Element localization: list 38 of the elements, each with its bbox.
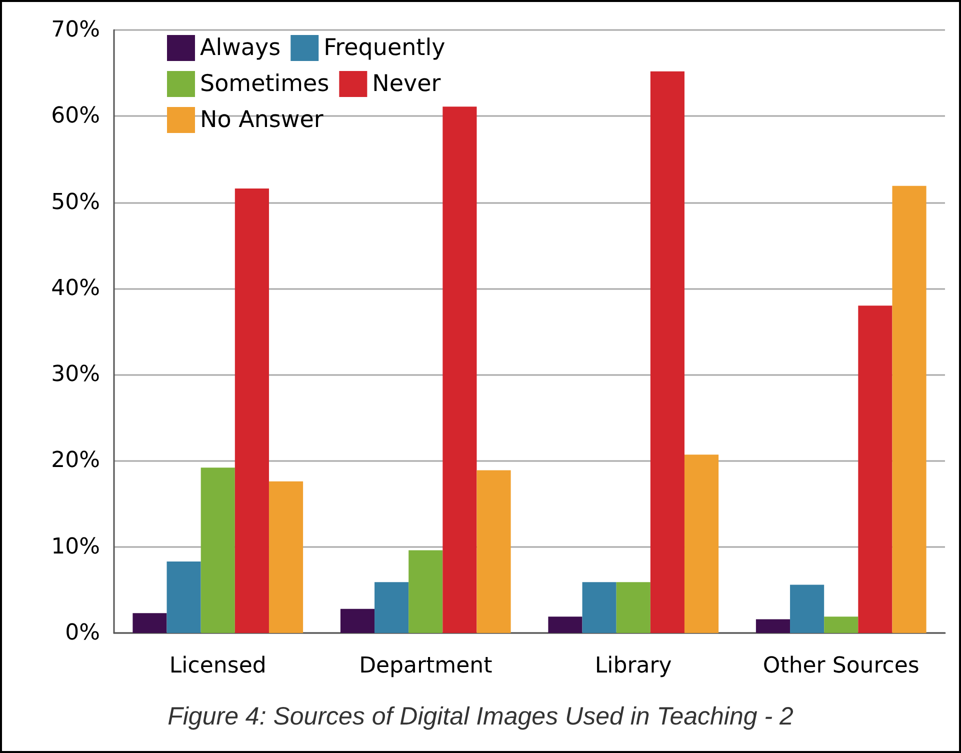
legend-label: Always [200, 35, 281, 61]
y-tick-label: 30% [51, 362, 100, 388]
y-tick-label: 50% [51, 190, 100, 215]
bar [442, 106, 477, 633]
y-tick-label: 70% [51, 18, 100, 42]
bar [824, 616, 858, 633]
y-tick-label: 60% [51, 104, 100, 129]
bar [650, 71, 684, 633]
bar [858, 306, 892, 633]
bar [790, 584, 824, 633]
bar [132, 613, 167, 633]
legend-label: Sometimes [200, 71, 330, 97]
bar [476, 470, 511, 633]
bar [408, 550, 443, 633]
bar [756, 619, 790, 633]
y-tick-label: 40% [51, 276, 100, 301]
x-tick-label: Other Sources [762, 654, 920, 678]
bar [234, 188, 269, 633]
y-tick-label: 0% [65, 620, 100, 646]
y-tick-label: 10% [51, 534, 100, 560]
bar [892, 186, 926, 633]
bar [268, 481, 304, 633]
legend-label: Frequently [324, 35, 446, 61]
bar [200, 468, 235, 633]
bar [548, 616, 582, 633]
bar [166, 562, 201, 633]
bar [684, 454, 719, 633]
x-tick-label: Licensed [169, 654, 266, 678]
x-tick-label: Library [594, 654, 672, 678]
bar [340, 608, 375, 633]
bar [374, 582, 409, 633]
y-tick-label: 20% [51, 448, 100, 474]
bar [616, 582, 650, 633]
legend-label: No Answer [200, 107, 324, 133]
legend-label: Never [372, 71, 442, 97]
bar [582, 582, 616, 633]
caption: Figure 4: Sources of Digital Images Used in Teaching - 2 [168, 702, 794, 730]
x-tick-label: Department [359, 654, 493, 678]
